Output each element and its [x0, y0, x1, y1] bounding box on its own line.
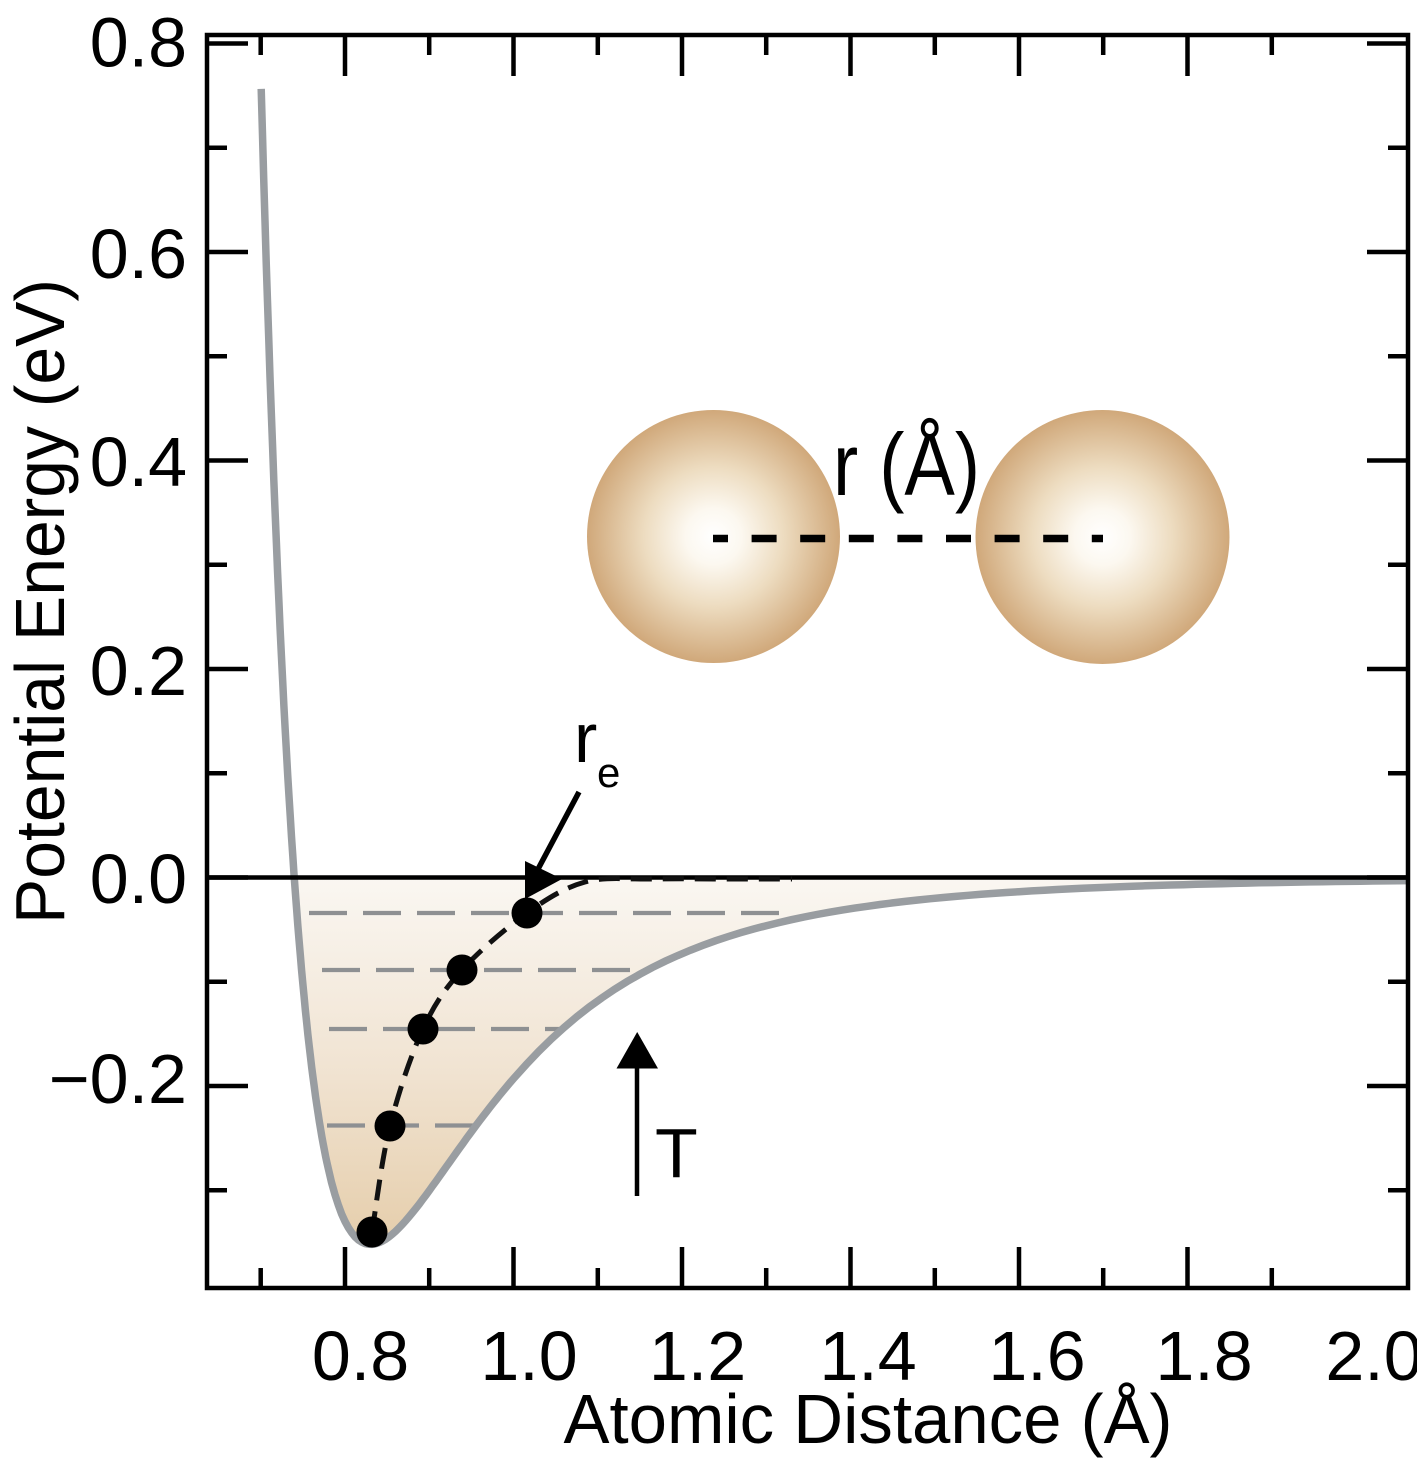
svg-text:0.8: 0.8	[312, 1317, 409, 1395]
svg-text:r: r	[574, 699, 597, 777]
svg-text:Potential Energy (eV): Potential Energy (eV)	[1, 279, 79, 924]
svg-text:1.6: 1.6	[988, 1317, 1085, 1395]
svg-text:1.2: 1.2	[649, 1317, 746, 1395]
svg-text:1.4: 1.4	[819, 1317, 916, 1395]
svg-text:Atomic Distance (Å): Atomic Distance (Å)	[564, 1380, 1173, 1458]
svg-text:2.0: 2.0	[1325, 1317, 1417, 1395]
svg-text:0.4: 0.4	[90, 423, 187, 501]
svg-text:1.0: 1.0	[480, 1317, 577, 1395]
svg-text:e: e	[597, 749, 620, 796]
svg-text:0.0: 0.0	[90, 840, 187, 918]
svg-text:r (Å): r (Å)	[833, 415, 980, 514]
svg-text:0.8: 0.8	[90, 4, 187, 82]
svg-text:0.6: 0.6	[90, 215, 187, 293]
svg-text:T: T	[655, 1114, 698, 1192]
svg-text:−0.2: −0.2	[49, 1040, 187, 1118]
svg-text:1.8: 1.8	[1155, 1317, 1252, 1395]
svg-text:0.2: 0.2	[90, 632, 187, 710]
